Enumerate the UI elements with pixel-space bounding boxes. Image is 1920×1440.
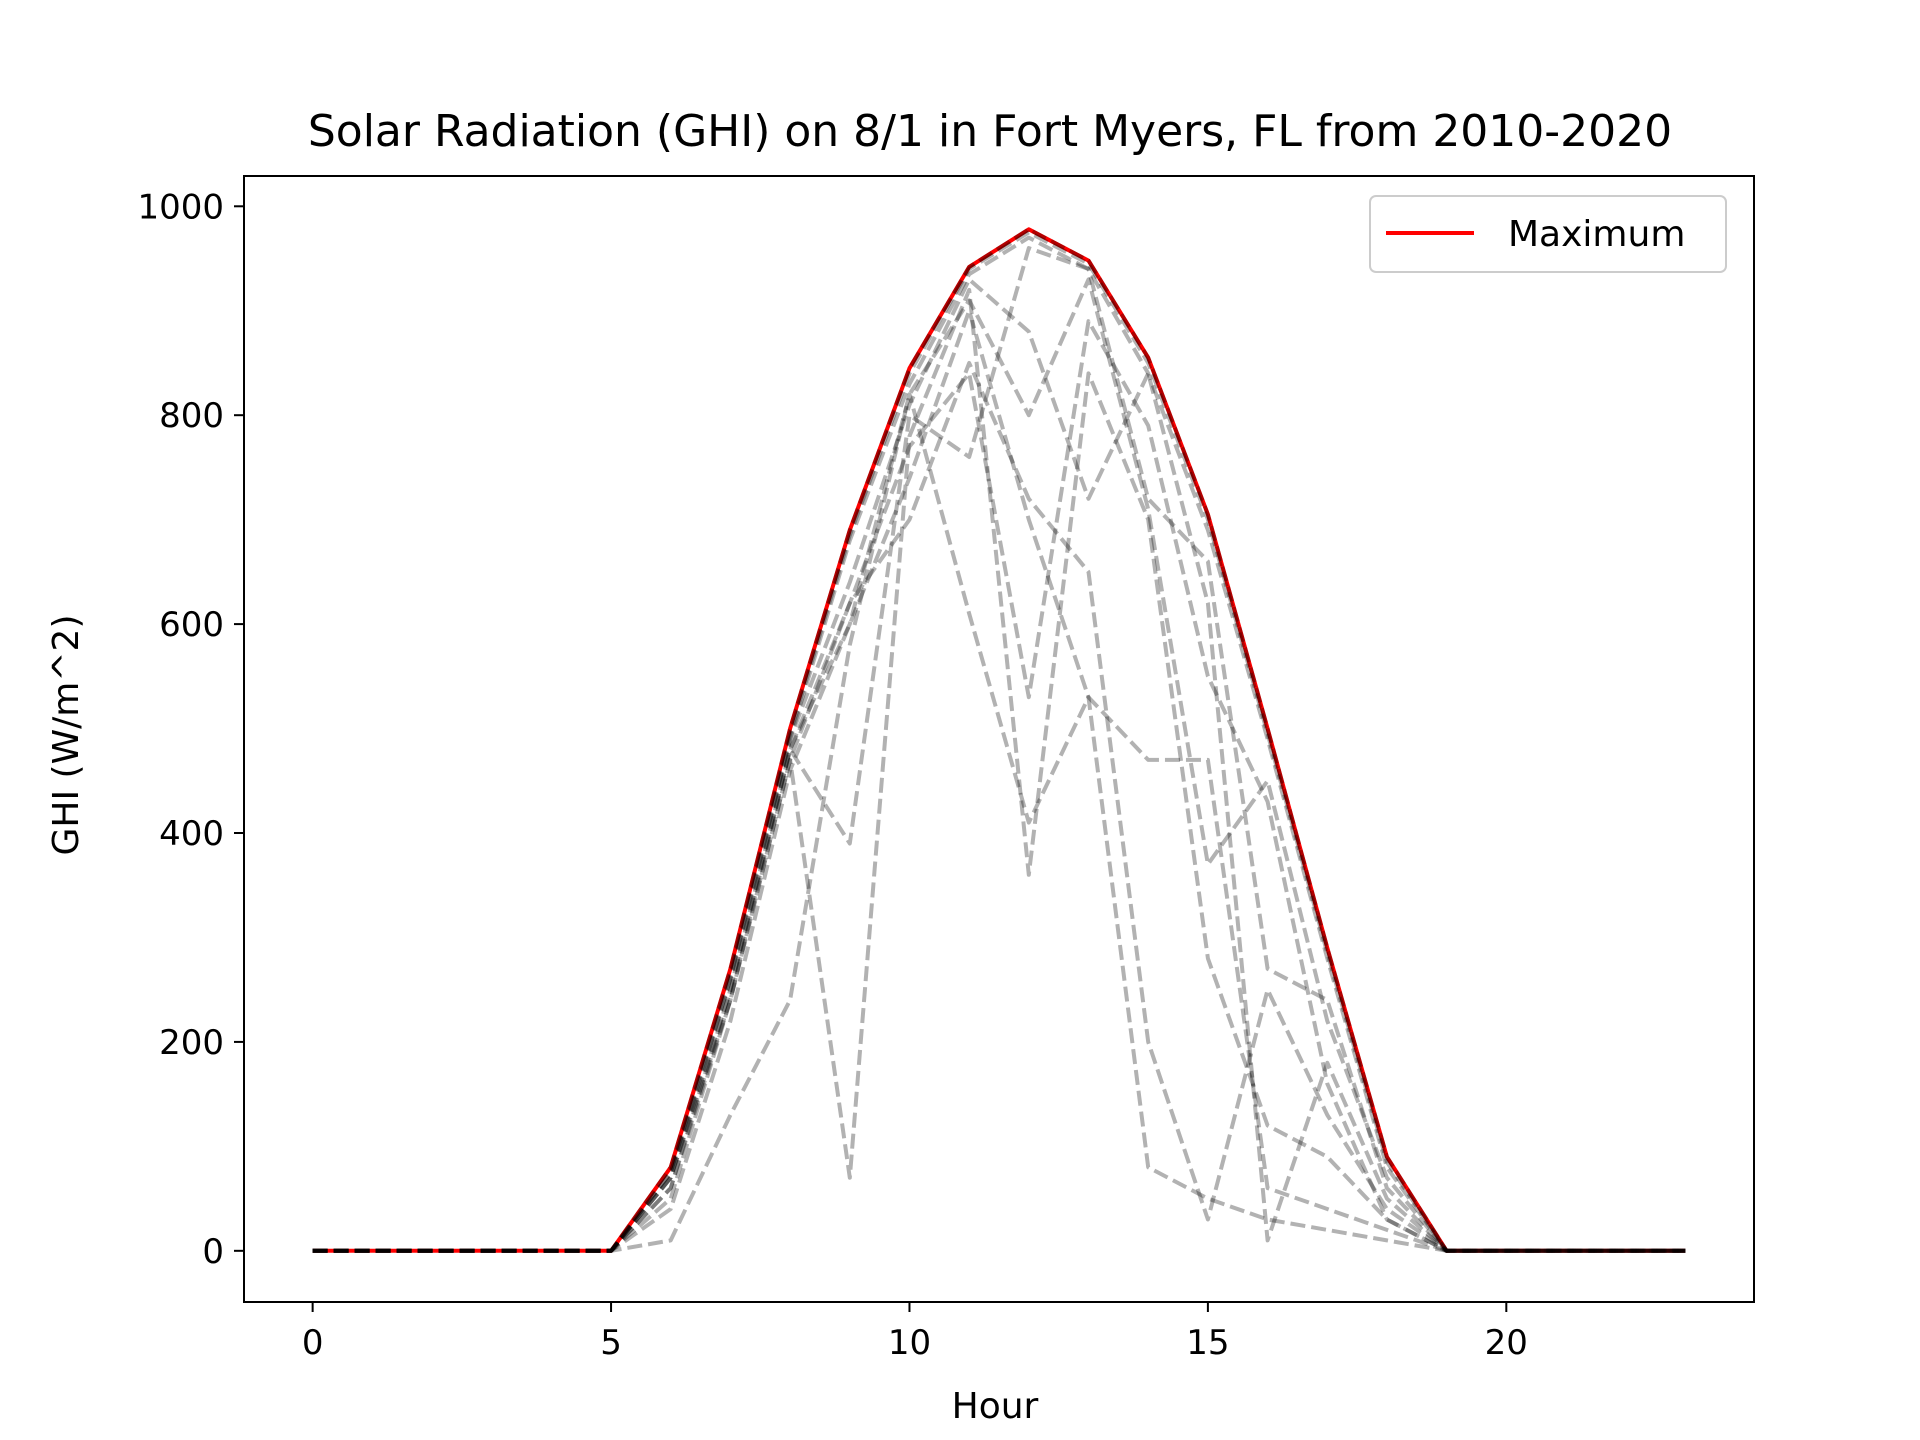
series-line-year-5 <box>312 287 1686 1253</box>
x-tick-label: 0 <box>302 1323 324 1363</box>
x-axis: 0 5 10 15 20 <box>302 1302 1528 1363</box>
legend-box <box>1369 195 1727 273</box>
series-layer <box>312 227 1686 1253</box>
series-line-year-4 <box>312 246 1686 1253</box>
series-line-year-3 <box>312 235 1686 1253</box>
y-axis-label: GHI (W/m^2) <box>46 615 87 856</box>
series-line-year-8 <box>312 361 1686 1253</box>
series-line-year-7 <box>312 277 1686 1253</box>
series-line-maximum <box>312 227 1686 1253</box>
y-tick-label: 0 <box>202 1232 224 1272</box>
axes-frame <box>243 175 1755 1303</box>
y-tick-label: 400 <box>159 814 224 854</box>
series-line-year-1 <box>312 227 1686 1253</box>
x-tick-label: 10 <box>888 1323 931 1363</box>
y-tick-label: 1000 <box>137 187 224 227</box>
x-tick-label: 5 <box>600 1323 622 1363</box>
series-line-year-2 <box>312 230 1686 1253</box>
y-axis: 0 200 400 600 800 1000 <box>137 187 244 1272</box>
chart-title: Solar Radiation (GHI) on 8/1 in Fort Mye… <box>308 106 1672 157</box>
x-tick-label: 15 <box>1186 1323 1229 1363</box>
y-tick-label: 800 <box>159 396 224 436</box>
x-axis-label: Hour <box>952 1386 1039 1427</box>
legend-label-maximum: Maximum <box>1508 214 1685 255</box>
x-tick-label: 20 <box>1485 1323 1528 1363</box>
y-tick-label: 200 <box>159 1023 224 1063</box>
series-line-year-10 <box>312 308 1686 1253</box>
legend: Maximum <box>1369 195 1727 273</box>
series-line-year-9 <box>312 392 1686 1253</box>
y-tick-label: 600 <box>159 605 224 645</box>
